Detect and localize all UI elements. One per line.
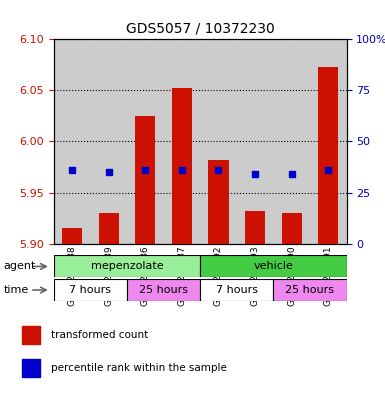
Text: 25 hours: 25 hours [139,285,188,295]
Bar [273,279,346,301]
Bar [200,255,346,277]
Text: agent: agent [4,261,36,272]
Bar [245,211,265,244]
Bar [127,39,164,244]
Text: time: time [4,285,29,295]
Bar [62,228,82,244]
Text: percentile rank within the sample: percentile rank within the sample [51,363,227,373]
Bar [22,359,40,377]
Bar [273,39,310,244]
Text: vehicle: vehicle [253,261,293,271]
Bar [318,67,338,244]
Bar [54,39,90,244]
Bar [200,39,237,244]
Bar [135,116,156,244]
Text: 7 hours: 7 hours [216,285,258,295]
Bar [127,279,200,301]
Title: GDS5057 / 10372230: GDS5057 / 10372230 [126,21,275,35]
Bar [99,213,119,244]
Text: transformed count: transformed count [51,330,148,340]
Bar [54,279,127,301]
Bar [90,39,127,244]
Text: 7 hours: 7 hours [69,285,112,295]
Bar [237,39,273,244]
Text: 25 hours: 25 hours [285,285,335,295]
Text: mepenzolate: mepenzolate [91,261,163,271]
Bar [22,326,40,344]
Bar [200,279,273,301]
Bar [54,255,200,277]
Bar [208,160,229,244]
Bar [172,88,192,244]
Bar [310,39,346,244]
Bar [281,213,302,244]
Bar [164,39,200,244]
